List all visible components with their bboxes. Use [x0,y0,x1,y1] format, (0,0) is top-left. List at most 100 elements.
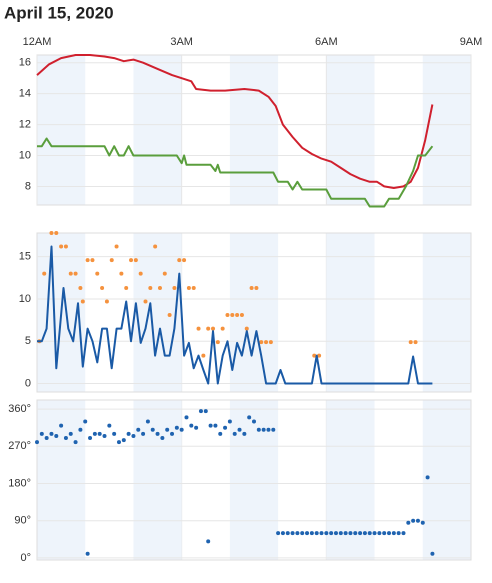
data-point [206,326,211,331]
data-point [42,271,47,276]
data-point [247,415,252,420]
data-point [63,244,68,249]
data-point [44,436,49,441]
data-point [124,285,129,290]
data-point [119,271,124,276]
data-point [264,340,269,345]
data-point [145,419,150,424]
hour-band [229,400,279,560]
series-line [36,54,434,189]
data-point [396,531,401,536]
hour-band [326,55,375,205]
data-point [309,531,314,536]
data-point [85,551,90,556]
data-point [104,299,109,304]
hour-band [422,400,471,560]
data-point [184,415,189,420]
data-point [153,244,158,249]
data-point [235,313,240,318]
page-title: April 15, 2020 [4,3,114,22]
data-point [206,539,211,544]
data-point [155,431,160,436]
data-point [179,427,184,432]
data-point [68,431,73,436]
data-point [430,551,435,556]
data-point [63,436,68,441]
data-point [305,531,310,536]
data-point [242,431,247,436]
data-point [191,285,196,290]
data-point [220,326,225,331]
data-point [411,518,416,523]
x-tick-label: 9AM [460,36,483,48]
data-point [73,440,78,445]
data-point [114,244,119,249]
data-point [196,326,201,331]
data-point [401,531,406,536]
plot-frame [36,232,472,393]
data-point [268,340,273,345]
data-point [285,531,290,536]
data-point [170,431,175,436]
data-point [280,531,285,536]
data-point [271,427,276,432]
data-point [189,423,194,428]
data-point [223,425,228,430]
data-point [150,427,155,432]
data-point [261,427,266,432]
data-point [237,427,242,432]
hour-band [326,400,375,560]
data-point [172,285,177,290]
data-point [194,425,199,430]
data-point [177,258,182,263]
data-point [182,258,187,263]
data-point [252,419,256,424]
data-point [126,431,131,436]
data-point [162,271,167,276]
data-point [73,271,78,276]
data-point [143,299,148,304]
data-point [413,340,418,345]
data-point [254,285,259,290]
hour-band [133,233,182,392]
data-point [68,271,73,276]
y-tick-label: 180° [8,477,31,489]
data-point [186,285,191,290]
data-point [85,258,90,263]
data-point [338,531,343,536]
data-point [35,440,39,445]
data-point [230,313,235,318]
y-tick-label: 270° [8,440,31,452]
x-tick-label: 3AM [170,36,193,48]
data-point [208,423,213,428]
data-point [148,285,153,290]
data-point [97,431,102,436]
data-point [100,285,105,290]
data-point [102,433,107,438]
y-tick-label: 360° [8,403,31,415]
data-point [92,431,97,436]
hour-band [37,55,86,205]
data-point [406,520,411,525]
data-point [300,531,305,536]
data-point [78,285,83,290]
hour-band [229,55,279,205]
data-point [239,313,244,318]
data-point [420,520,425,525]
data-point [174,425,179,430]
data-point [387,531,392,536]
y-tick-label: 14 [19,88,31,100]
data-point [201,353,206,358]
data-point [244,326,249,331]
data-point [133,258,138,263]
data-point [408,340,413,345]
data-point [391,531,396,536]
data-point [54,433,59,438]
y-tick-label: 10 [19,293,31,305]
y-tick-label: 0 [25,377,31,389]
data-point [348,531,353,536]
data-point [88,436,93,441]
hour-band [133,55,182,205]
hour-band [422,55,471,205]
data-point [256,427,261,432]
